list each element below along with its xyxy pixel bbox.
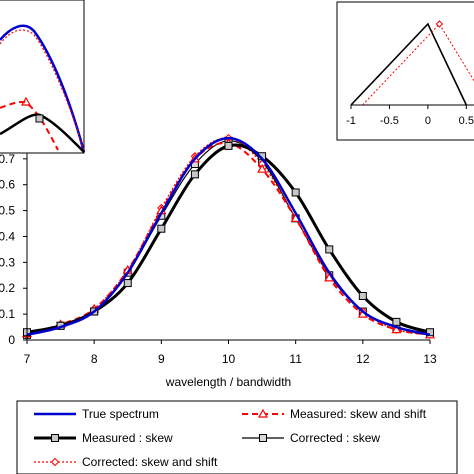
main-series-group [21,133,436,340]
data-point [426,328,434,337]
x-tick-label: 7 [24,352,31,366]
data-point [224,141,233,150]
series-line [26,136,431,337]
legend-item: Corrected : skew [242,431,380,445]
y-tick-label: 0.5 [0,204,15,218]
legend-label: Corrected: skew and shift [82,455,218,469]
legend-label: Measured : skew [82,431,173,445]
series-0 [26,136,431,337]
legend-label: Corrected : skew [290,431,380,445]
inset-series-group [350,20,474,106]
series-2 [23,141,434,337]
x-tick-label: 8 [91,352,98,366]
inset-corrected-curve [0,29,85,153]
y-tick-label: 0.7 [0,152,15,166]
inset-series-line [350,22,468,106]
inset-series-line [362,23,474,106]
inset-x-tick-label: -0.5 [380,115,399,127]
series-line [26,143,431,334]
inset-square-marker [35,114,44,123]
right-inset: -1 -0.5 0 0.5 [336,1,474,141]
series-line [26,137,431,336]
legend-item: Corrected: skew and shift [34,455,218,469]
data-point [358,292,367,300]
legend-swatch-marker [51,434,59,442]
inset-x-tick-label: -1 [346,115,356,127]
x-tick-label: 9 [158,352,165,366]
data-point [391,324,402,334]
y-tick-label: 0 [8,333,15,347]
left-inset [0,0,86,154]
y-tick-label: 0.1 [0,307,15,321]
legend-items: True spectrum Measured: skew and shift Mea… [34,407,427,469]
legend-item: Measured: skew and shift [242,407,427,421]
inset-ticks: -1 -0.5 0 0.5 [346,105,474,127]
data-point [157,224,166,233]
legend: True spectrum Measured: skew and shift Mea… [16,400,458,474]
series-4 [22,133,435,340]
data-point [325,245,334,254]
series-line [26,140,431,336]
data-point [392,317,401,326]
data-point [190,170,199,179]
inset-diamond-marker [435,20,444,28]
legend-swatch-marker [257,408,269,418]
inset-triangle-marker [20,96,32,106]
legend-swatch-marker [50,457,60,467]
legend-frame [16,400,458,474]
data-point [291,188,300,197]
y-ticks: 00.10.20.30.40.50.60.70.8 [0,126,27,347]
x-tick-label: 11 [289,352,302,366]
x-axis-label: wavelength / bandwidth [165,375,291,389]
data-point [123,279,132,288]
series-line [26,142,431,336]
inset-true-spectrum-curve [0,24,86,153]
y-tick-label: 0.2 [0,281,15,295]
data-point [257,163,268,173]
left-inset-frame [0,0,85,154]
legend-label: True spectrum [82,407,159,421]
legend-item: Measured : skew [34,431,173,445]
x-tick-label: 13 [423,352,437,366]
y-tick-label: 0.6 [0,178,15,192]
inset-x-tick-label: 0 [425,115,431,127]
series-3 [23,136,434,339]
legend-item: True spectrum [34,407,159,421]
x-ticks: 7 8 9 10 11 12 13 [24,340,437,366]
legend-swatch-marker [259,434,267,442]
x-tick-label: 12 [356,352,370,366]
inset-x-tick-label: 0.5 [459,115,474,127]
series-1 [21,138,436,339]
right-inset-frame [336,1,474,141]
y-tick-label: 0.4 [0,229,15,243]
y-tick-label: 0.3 [0,255,15,269]
x-tick-label: 10 [222,352,236,366]
legend-label: Measured: skew and shift [290,407,427,421]
